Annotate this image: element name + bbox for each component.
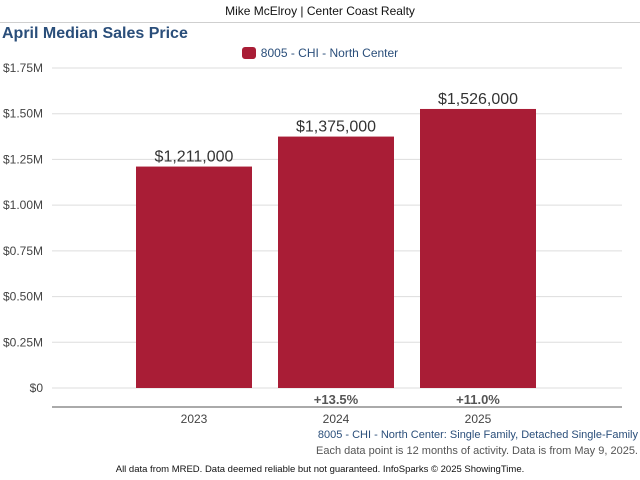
data-label: $1,526,000 xyxy=(438,91,518,108)
bar xyxy=(278,136,394,388)
x-axis: 2023 2024 2025 xyxy=(52,406,622,426)
y-tick-label: $1.00M xyxy=(3,198,43,212)
agent-header: Mike McElroy | Center Coast Realty xyxy=(0,0,640,23)
y-tick-label: $1.75M xyxy=(3,61,43,75)
y-tick-label: $0.50M xyxy=(3,290,43,304)
y-tick-label: $1.50M xyxy=(3,107,43,121)
change-label: +11.0% xyxy=(456,392,500,407)
data-label: $1,211,000 xyxy=(155,149,234,166)
activity-footnote: Each data point is 12 months of activity… xyxy=(315,445,638,457)
area-footnote: 8005 - CHI - North Center: Single Family… xyxy=(317,429,638,441)
legend-swatch xyxy=(241,47,256,59)
legend[interactable]: 8005 - CHI - North Center xyxy=(0,45,640,61)
bar xyxy=(420,108,536,389)
bars: $1,211,000 $1,375,000 +13.5% $1,526,000 +11.… xyxy=(136,91,536,407)
y-axis-ticks: $0 $0.25M $0.50M $0.75M $1.00M $1.25M $1.50M $1… xyxy=(3,61,43,395)
x-tick-label: 2024 xyxy=(323,412,350,426)
chart-title: April Median Sales Price xyxy=(2,25,188,42)
x-tick-label: 2025 xyxy=(465,412,492,426)
data-label: $1,375,000 xyxy=(296,119,376,136)
y-tick-label: $0 xyxy=(30,381,44,395)
disclaimer: All data from MRED. Data deemed reliable… xyxy=(115,464,525,475)
bar xyxy=(136,166,252,388)
legend-label: 8005 - CHI - North Center xyxy=(260,46,399,60)
y-tick-label: $0.75M xyxy=(3,244,43,258)
x-tick-label: 2023 xyxy=(181,412,208,426)
change-label: +13.5% xyxy=(314,392,359,407)
y-tick-label: $0.25M xyxy=(3,335,43,349)
y-tick-label: $1.25M xyxy=(3,152,43,166)
